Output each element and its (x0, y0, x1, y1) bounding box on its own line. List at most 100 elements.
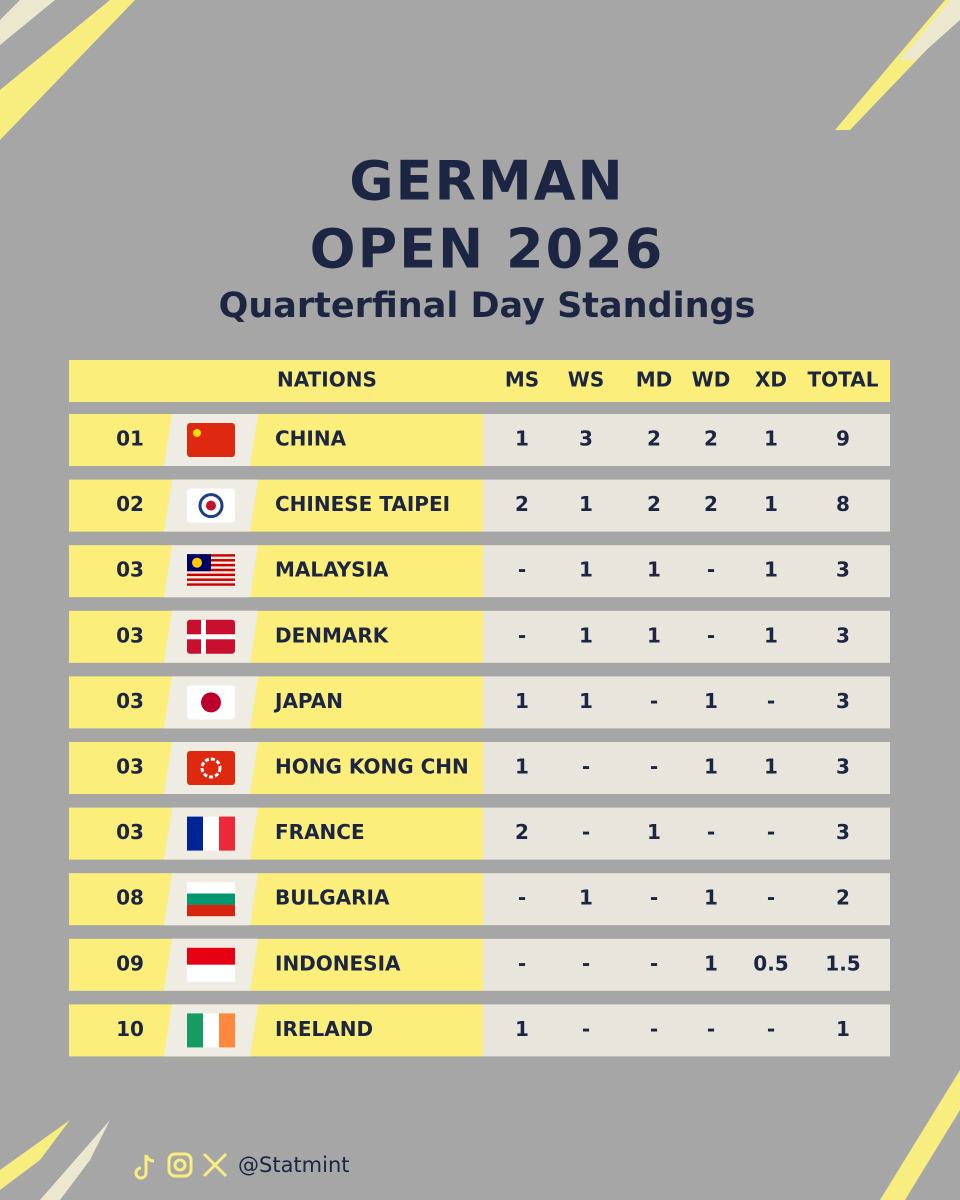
medal-count: - (650, 689, 658, 713)
row-right (483, 742, 890, 794)
medal-count: - (767, 689, 775, 713)
row-right (483, 545, 890, 598)
nation: BULGARIA (275, 886, 390, 910)
medal-count: - (582, 820, 590, 844)
medal-count: 1 (704, 689, 718, 713)
row-left (69, 873, 483, 926)
flag (187, 751, 235, 785)
medal-count: - (707, 558, 715, 582)
medal-count: 1 (764, 558, 778, 582)
medal-count: 1 (579, 623, 593, 647)
row-left (69, 938, 483, 991)
medal-count: 2 (704, 492, 718, 516)
medal-count: - (650, 1017, 658, 1041)
medal-count: 3 (836, 623, 850, 647)
table-row: 03 FRANCE 2 - 1 - - 3 (69, 807, 890, 860)
medal-count: 9 (836, 427, 850, 451)
table-row: 02 CHINESE TAIPEI 2 1 2 2 1 8 (69, 479, 890, 532)
medal-count: 3 (836, 689, 850, 713)
flag-band (187, 893, 235, 905)
medal-count: 1 (579, 492, 593, 516)
flag-flower (200, 757, 222, 779)
medal-count: 3 (836, 755, 850, 779)
flag (187, 816, 235, 851)
medal-count: 1 (647, 820, 661, 844)
medal-count: 8 (836, 492, 850, 516)
medal-count: 3 (836, 558, 850, 582)
flag (187, 882, 235, 917)
nation: IRELAND (275, 1017, 373, 1041)
rank: 10 (116, 1017, 144, 1041)
rank: 02 (116, 492, 144, 516)
medal-count: - (707, 1017, 715, 1041)
rank: 01 (116, 427, 144, 451)
flag-band (219, 1013, 235, 1048)
medal-count: - (650, 886, 658, 910)
medal-count: 1.5 (825, 951, 860, 975)
medal-count: 1 (704, 886, 718, 910)
table-row: 03 DENMARK - 1 1 - 1 3 (69, 610, 890, 663)
flag-band (203, 1013, 219, 1048)
flag-moon (192, 557, 202, 568)
nation: DENMARK (275, 623, 390, 647)
flag-band (187, 1013, 203, 1048)
medal-count: - (650, 755, 658, 779)
flag-field (187, 751, 235, 785)
medal-count: 1 (515, 427, 529, 451)
column-header: XD (755, 368, 787, 392)
medal-count: 1 (579, 558, 593, 582)
medal-count: 2 (836, 886, 850, 910)
medal-count: 1 (704, 755, 718, 779)
flag-stripe (187, 573, 235, 577)
medal-count: 1 (704, 951, 718, 975)
medal-count: 1 (764, 427, 778, 451)
row-left (69, 1004, 483, 1057)
rank: 08 (116, 886, 144, 910)
flag-band (203, 816, 219, 851)
medal-count: 2 (515, 820, 529, 844)
flag-stripe (187, 578, 235, 581)
medal-count: 2 (515, 492, 529, 516)
nation: JAPAN (273, 689, 343, 713)
flag-band (187, 882, 235, 894)
table-row: 09 INDONESIA - - - 1 0.5 1.5 (69, 938, 890, 991)
row-right (483, 414, 890, 466)
flag-band (219, 816, 235, 851)
medal-count: - (582, 755, 590, 779)
flag (187, 1013, 235, 1048)
table-row: 08 BULGARIA - 1 - 1 - 2 (69, 873, 890, 926)
social-handle: @Statmint (238, 1153, 350, 1177)
medal-count: - (767, 820, 775, 844)
table-header (69, 360, 890, 402)
table-row: 01 CHINA 1 3 2 2 1 9 (69, 414, 890, 466)
medal-count: 3 (579, 427, 593, 451)
nation: FRANCE (275, 820, 365, 844)
row-left (69, 742, 483, 794)
column-header: WS (568, 368, 604, 392)
row-right (483, 479, 890, 532)
medal-count: - (518, 558, 526, 582)
row-left (69, 479, 483, 532)
rank: 03 (116, 755, 144, 779)
flag (187, 554, 235, 586)
column-header: TOTAL (808, 368, 879, 392)
title-line: GERMAN (349, 150, 625, 213)
flag-star (193, 429, 201, 437)
table-row: 03 JAPAN 1 1 - 1 - 3 (69, 676, 890, 729)
medal-count: - (767, 886, 775, 910)
flag-disc (201, 692, 221, 713)
row-right (483, 610, 890, 663)
nation: CHINA (275, 427, 347, 451)
flag (187, 488, 235, 523)
row-left (69, 545, 483, 598)
subtitle: Quarterfinal Day Standings (219, 286, 756, 326)
nation: CHINESE TAIPEI (275, 492, 450, 516)
row-right (483, 676, 890, 729)
medal-count: 1 (836, 1017, 850, 1041)
flag-stripe (187, 583, 235, 586)
medal-count: - (707, 820, 715, 844)
medal-count: 1 (579, 886, 593, 910)
medal-count: 1 (647, 558, 661, 582)
